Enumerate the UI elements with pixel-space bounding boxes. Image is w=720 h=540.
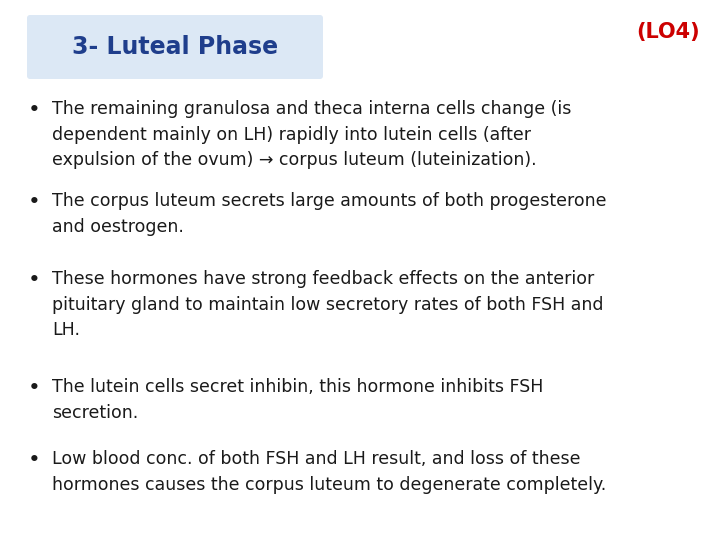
Text: •: • [28, 100, 41, 120]
Text: The remaining granulosa and theca interna cells change (is
dependent mainly on L: The remaining granulosa and theca intern… [52, 100, 572, 170]
Text: •: • [28, 192, 41, 212]
Text: The corpus luteum secrets large amounts of both progesterone
and oestrogen.: The corpus luteum secrets large amounts … [52, 192, 606, 235]
Text: •: • [28, 450, 41, 470]
FancyBboxPatch shape [27, 15, 323, 79]
Text: (LO4): (LO4) [636, 22, 700, 42]
Text: •: • [28, 378, 41, 398]
Text: •: • [28, 270, 41, 290]
Text: These hormones have strong feedback effects on the anterior
pituitary gland to m: These hormones have strong feedback effe… [52, 270, 603, 340]
Text: The lutein cells secret inhibin, this hormone inhibits FSH
secretion.: The lutein cells secret inhibin, this ho… [52, 378, 544, 422]
Text: 3- Luteal Phase: 3- Luteal Phase [72, 35, 278, 59]
Text: Low blood conc. of both FSH and LH result, and loss of these
hormones causes the: Low blood conc. of both FSH and LH resul… [52, 450, 606, 494]
